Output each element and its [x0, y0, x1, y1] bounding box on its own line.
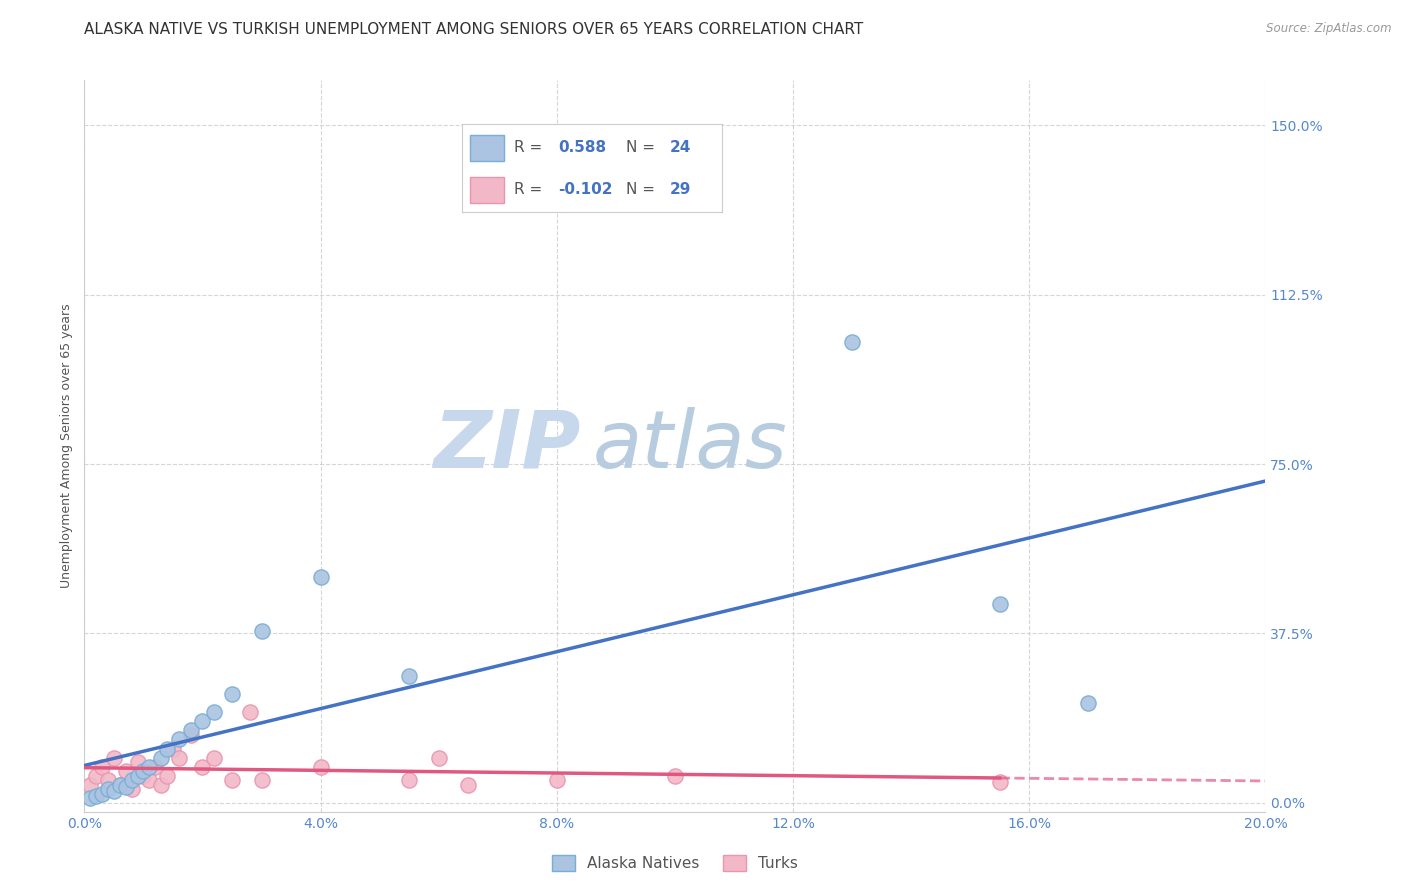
Point [250, 624, 273, 639]
Point [103, 750, 125, 764]
Point [91, 787, 114, 801]
Point [150, 750, 173, 764]
Point [91, 759, 114, 773]
Text: Source: ZipAtlas.com: Source: ZipAtlas.com [1267, 22, 1392, 36]
Text: ZIP: ZIP [433, 407, 581, 485]
FancyBboxPatch shape [470, 177, 503, 203]
Point [398, 669, 420, 683]
Point [150, 778, 173, 792]
Point [167, 732, 190, 747]
Point [664, 769, 686, 783]
Point [156, 741, 179, 756]
Point [114, 780, 136, 794]
Text: 0.588: 0.588 [558, 140, 606, 155]
Point [202, 706, 225, 720]
Point [841, 335, 863, 350]
Point [309, 759, 332, 773]
Point [127, 769, 149, 783]
Point [79, 791, 101, 805]
Point [221, 687, 243, 701]
Point [988, 775, 1011, 789]
Point [221, 773, 243, 788]
Legend: Alaska Natives, Turks: Alaska Natives, Turks [546, 849, 804, 877]
Point [97, 782, 120, 797]
Point [191, 714, 214, 729]
Point [114, 764, 136, 778]
Point [79, 778, 101, 792]
Point [132, 764, 155, 778]
Point [202, 750, 225, 764]
Point [180, 728, 202, 742]
Point [180, 723, 202, 738]
Point [156, 769, 179, 783]
Text: atlas: atlas [592, 407, 787, 485]
Point [167, 750, 190, 764]
Point [250, 773, 273, 788]
Point [84, 789, 107, 803]
Point [121, 782, 143, 797]
Point [121, 773, 143, 788]
Point [427, 750, 450, 764]
Text: -0.102: -0.102 [558, 183, 613, 197]
Point [138, 759, 160, 773]
Point [988, 597, 1011, 611]
Text: 29: 29 [671, 183, 692, 197]
Point [143, 759, 166, 773]
Point [457, 778, 479, 792]
Text: R =: R = [515, 140, 547, 155]
Text: R =: R = [515, 183, 547, 197]
Text: ALASKA NATIVE VS TURKISH UNEMPLOYMENT AMONG SENIORS OVER 65 YEARS CORRELATION CH: ALASKA NATIVE VS TURKISH UNEMPLOYMENT AM… [84, 22, 863, 37]
Y-axis label: Unemployment Among Seniors over 65 years: Unemployment Among Seniors over 65 years [60, 303, 73, 589]
Text: N =: N = [626, 140, 659, 155]
FancyBboxPatch shape [470, 135, 503, 161]
Point [546, 773, 568, 788]
Point [127, 755, 149, 769]
Point [108, 778, 131, 792]
Point [103, 784, 125, 798]
Text: 24: 24 [671, 140, 692, 155]
Point [162, 741, 184, 756]
Point [191, 759, 214, 773]
Point [239, 706, 262, 720]
Point [108, 778, 131, 792]
Point [84, 769, 107, 783]
Point [132, 769, 155, 783]
Text: N =: N = [626, 183, 659, 197]
Point [309, 570, 332, 584]
Point [398, 773, 420, 788]
Point [138, 773, 160, 788]
Point [97, 773, 120, 788]
Point [1077, 697, 1099, 711]
